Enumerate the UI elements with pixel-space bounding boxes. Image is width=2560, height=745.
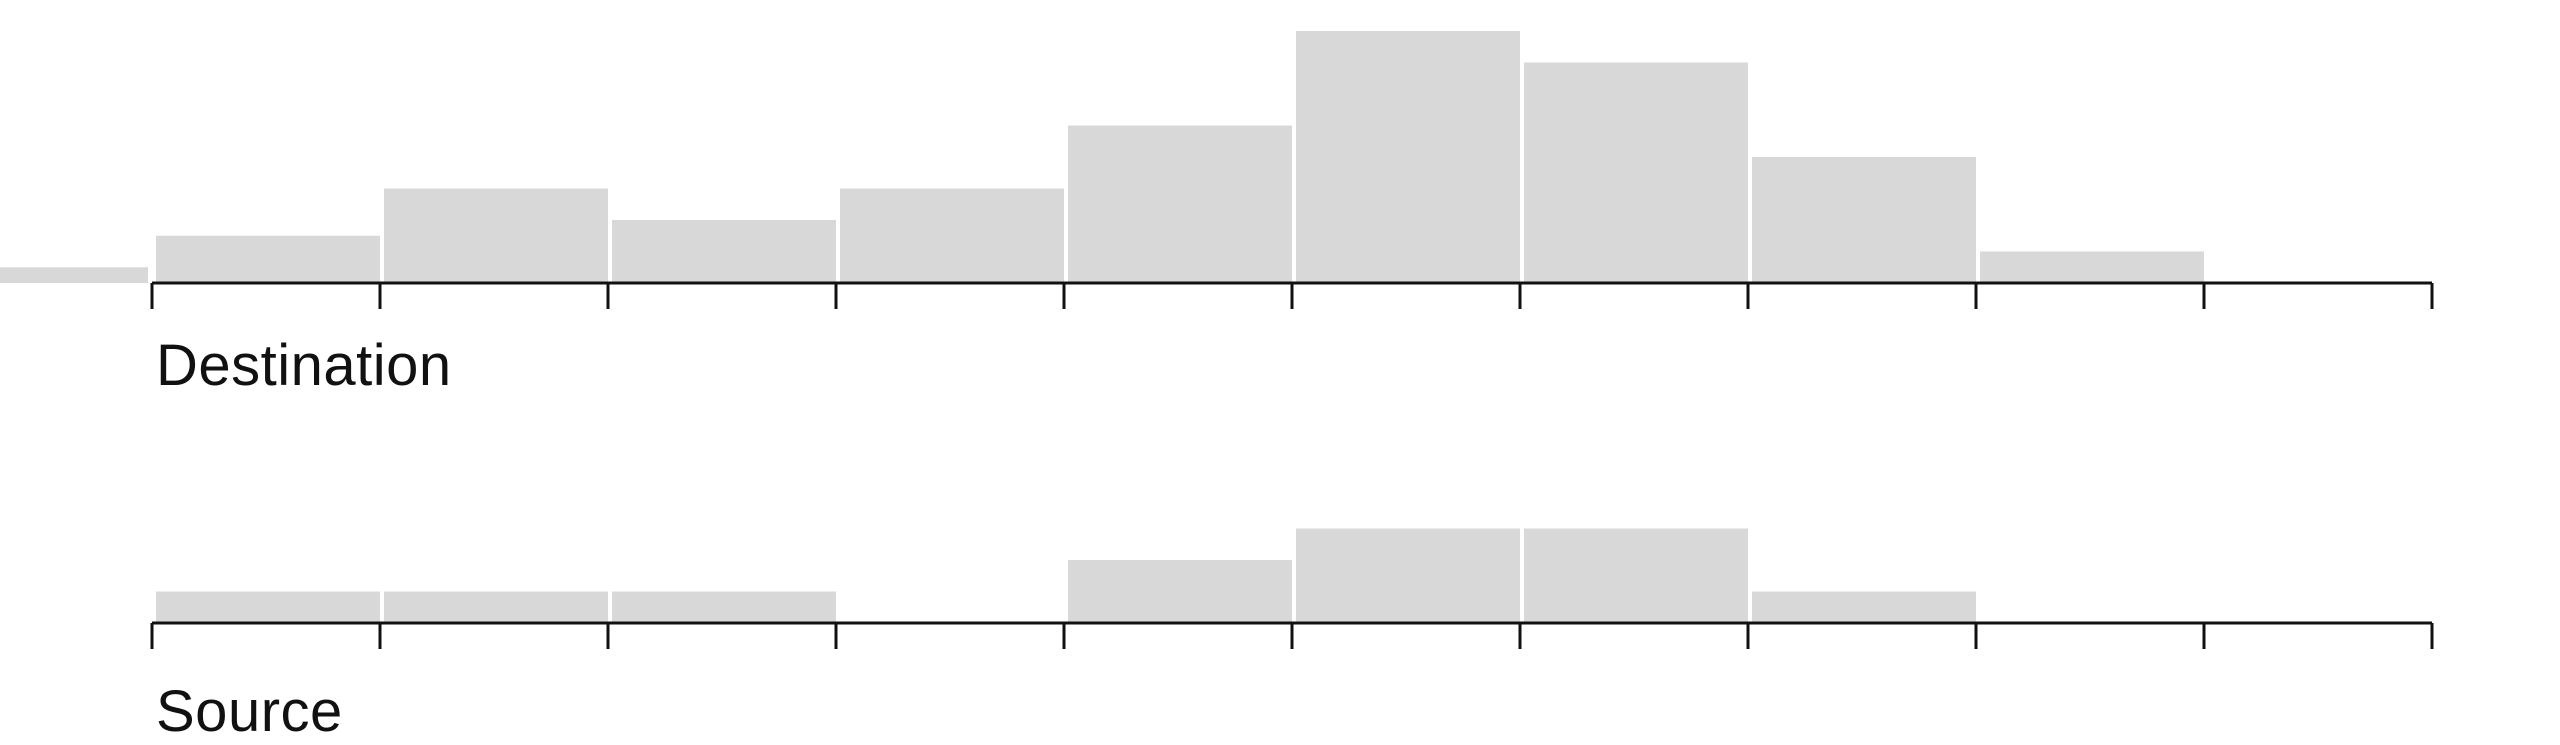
- destination-bar-2: [612, 220, 836, 283]
- source-bar-0: [156, 591, 380, 623]
- destination-bar-3: [840, 188, 1064, 283]
- destination-bar-7: [1752, 157, 1976, 283]
- destination-bar-8: [1980, 251, 2204, 283]
- destination-histogram: [0, 31, 2434, 309]
- destination-underflow-bar: [0, 267, 148, 283]
- source-label: Source: [156, 679, 343, 744]
- destination-bar-0: [156, 235, 380, 283]
- destination-bar-4: [1068, 125, 1292, 283]
- destination-bar-6: [1524, 62, 1748, 283]
- source-bar-4: [1068, 560, 1292, 623]
- source-bar-7: [1752, 591, 1976, 623]
- source-bar-5: [1296, 528, 1520, 623]
- destination-bar-5: [1296, 31, 1520, 283]
- source-bar-2: [612, 591, 836, 623]
- destination-bar-1: [384, 188, 608, 283]
- destination-label: Destination: [156, 333, 452, 398]
- source-bar-6: [1524, 528, 1748, 623]
- source-histogram: [150, 528, 2434, 649]
- source-bar-1: [384, 591, 608, 623]
